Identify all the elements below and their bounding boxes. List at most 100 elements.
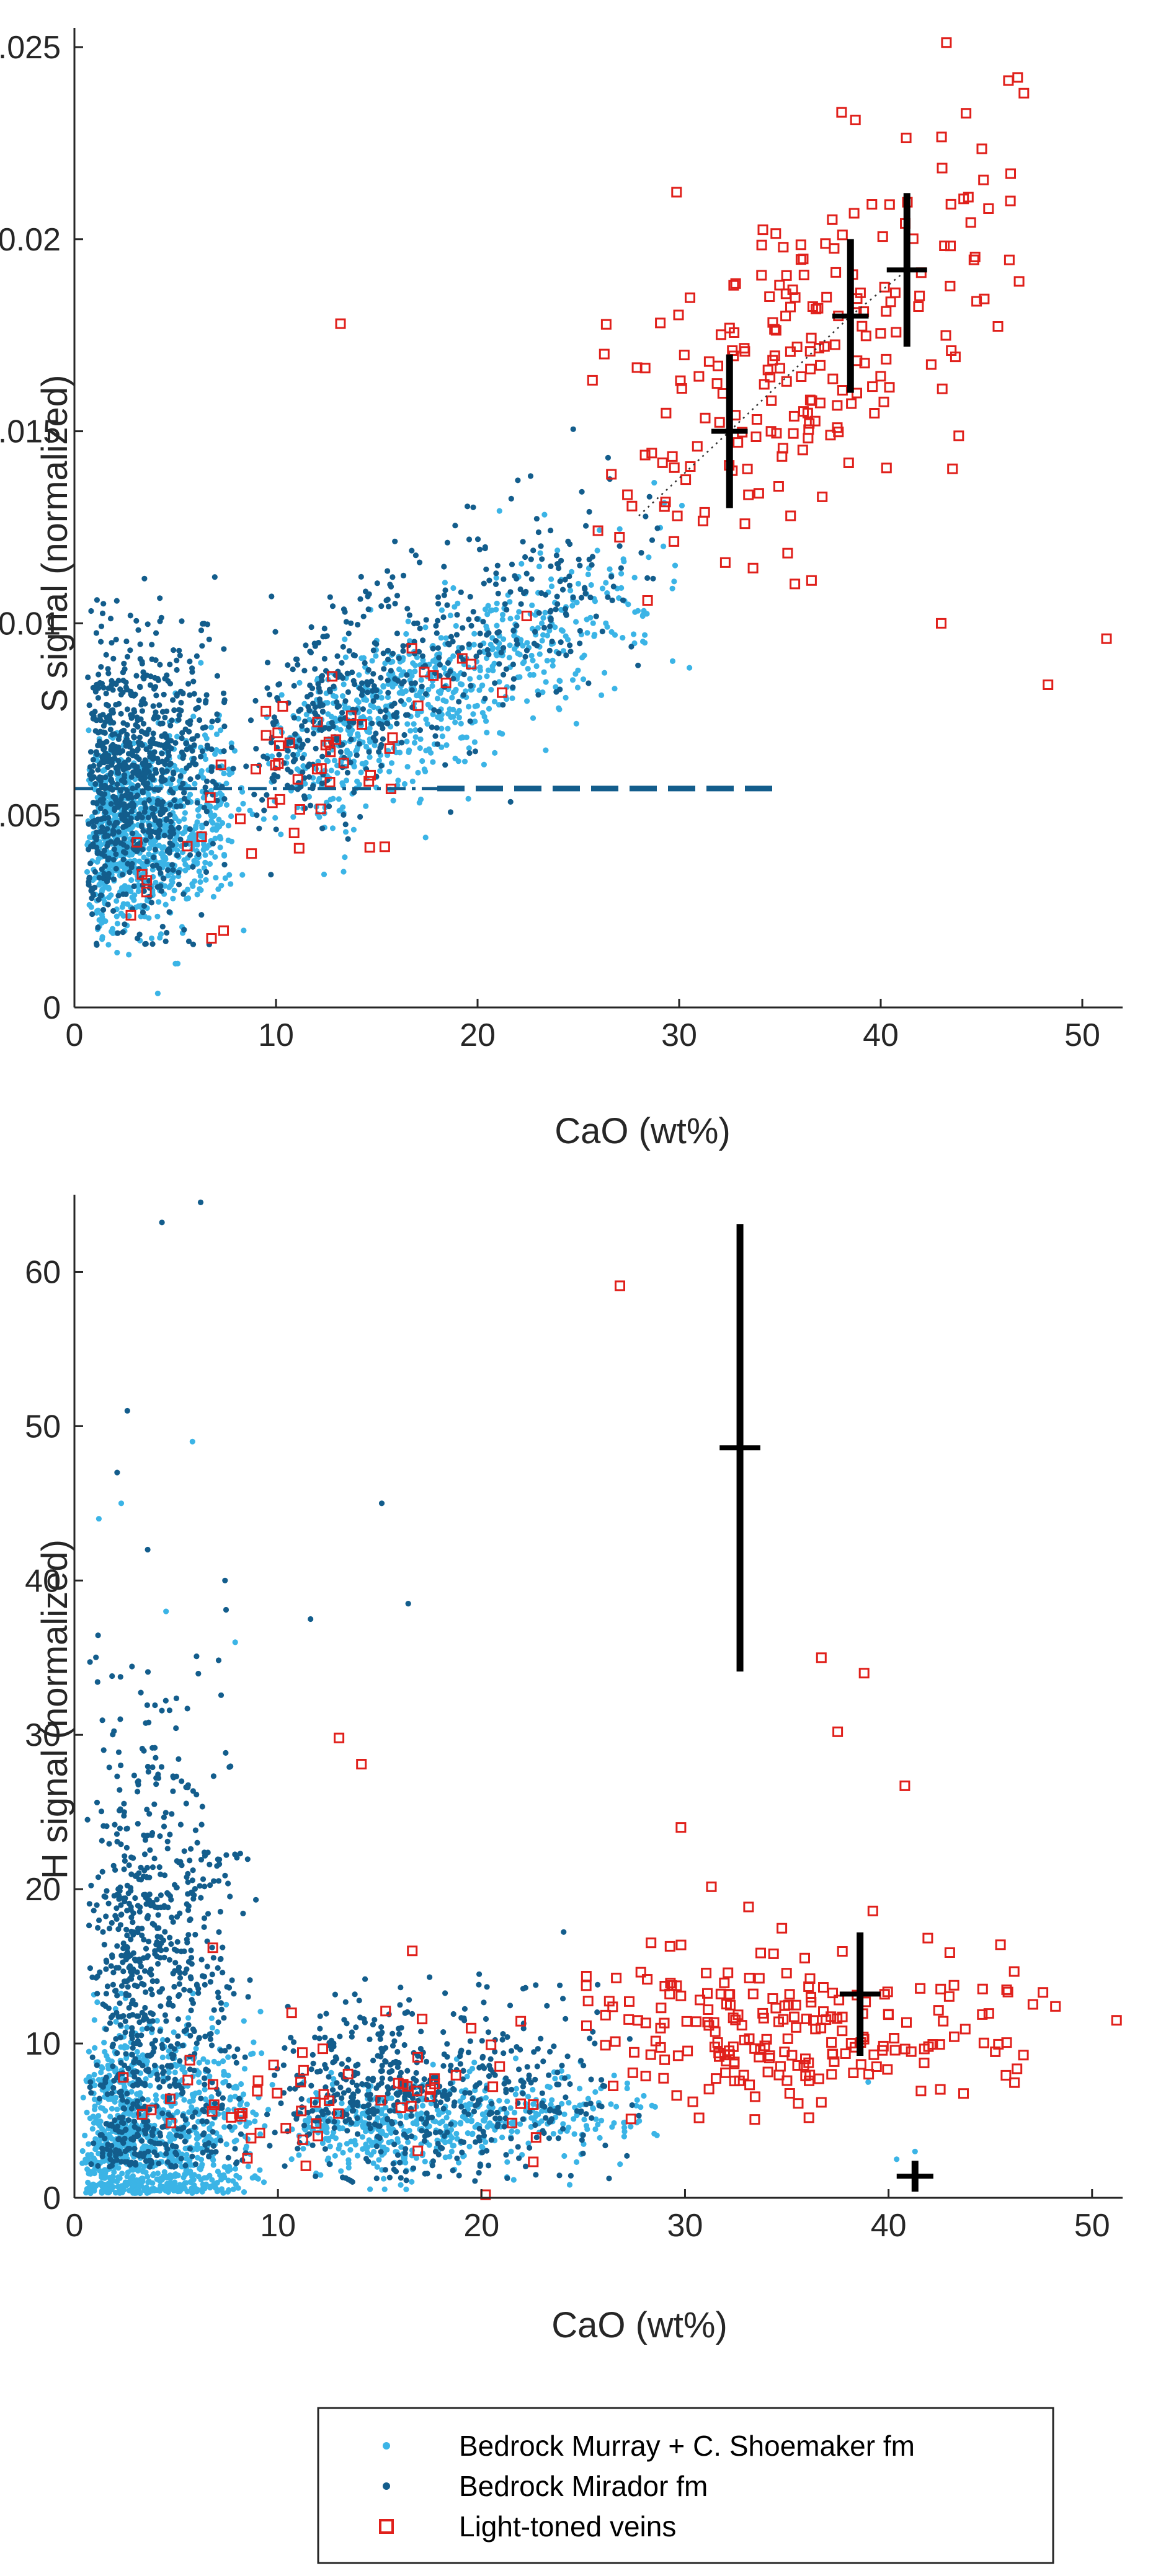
h-point-murray — [200, 2183, 207, 2189]
s-point-veins — [657, 457, 668, 468]
s-point-veins — [756, 270, 767, 281]
s-y-tick-label: 0.02 — [0, 222, 61, 258]
s-point-mirador — [466, 536, 473, 542]
s-point-mirador — [167, 812, 173, 818]
s-chart-points — [84, 37, 1112, 996]
s-point-murray — [424, 721, 430, 727]
h-point-mirador — [154, 1897, 160, 1903]
s-point-mirador — [197, 717, 203, 724]
s-point-veins — [848, 208, 860, 219]
h-point-murray — [167, 2131, 173, 2137]
s-point-murray — [438, 635, 444, 641]
h-point-murray — [207, 2073, 213, 2079]
s-point-mirador — [329, 720, 335, 726]
s-point-murray — [138, 806, 144, 812]
s-point-veins — [936, 617, 946, 629]
s-point-mirador — [118, 710, 124, 717]
h-point-murray — [118, 2044, 124, 2050]
s-point-veins — [685, 461, 696, 472]
h-point-murray — [430, 2061, 436, 2068]
h-point-murray — [145, 2174, 151, 2180]
s-point-murray — [409, 673, 415, 679]
s-point-murray — [141, 854, 147, 861]
s-point-mirador — [98, 623, 105, 629]
s-point-murray — [452, 688, 458, 694]
s-point-mirador — [458, 589, 464, 595]
s-point-murray — [218, 836, 224, 842]
s-point-veins — [692, 441, 703, 452]
s-point-murray — [161, 823, 167, 830]
s-point-veins — [913, 301, 924, 312]
s-point-mirador — [91, 763, 97, 769]
s-point-mirador — [125, 764, 131, 771]
s-point-murray — [489, 607, 495, 614]
s-point-murray — [135, 888, 141, 895]
s-point-mirador — [360, 613, 367, 619]
s-point-murray — [568, 587, 574, 594]
s-point-mirador — [578, 595, 585, 601]
h-point-murray — [449, 2135, 455, 2141]
h-point-mirador — [221, 2015, 227, 2021]
s-point-mirador — [365, 689, 371, 696]
s-point-murray — [592, 598, 599, 604]
h-point-mirador — [207, 1861, 213, 1867]
s-point-mirador — [109, 779, 115, 786]
h-point-mirador — [201, 2075, 208, 2081]
s-point-mirador — [290, 758, 296, 764]
s-point-mirador — [152, 817, 159, 823]
s-point-veins — [881, 353, 892, 365]
s-point-mirador — [264, 685, 270, 691]
s-point-veins — [743, 489, 754, 500]
s-point-mirador — [582, 585, 588, 591]
s-point-mirador — [339, 660, 345, 666]
s-point-mirador — [299, 723, 305, 729]
s-point-mirador — [169, 776, 176, 782]
s-x-tick-label: 30 — [661, 1017, 697, 1053]
s-point-mirador — [409, 687, 415, 693]
s-point-murray — [642, 632, 648, 638]
s-point-mirador — [481, 580, 487, 586]
s-point-mirador — [319, 753, 326, 759]
s-point-mirador — [133, 748, 140, 754]
h-point-murray — [185, 2015, 192, 2021]
s-point-mirador — [221, 699, 228, 706]
h-point-mirador — [87, 1965, 93, 1972]
s-point-mirador — [570, 426, 576, 432]
s-point-mirador — [86, 821, 92, 827]
h-point-murray — [466, 2143, 473, 2149]
s-point-murray — [385, 694, 391, 701]
s-point-murray — [488, 686, 494, 693]
h-point-murray — [363, 2141, 369, 2148]
s-point-murray — [410, 660, 416, 666]
s-point-mirador — [243, 763, 249, 769]
s-point-mirador — [385, 657, 391, 663]
s-point-murray — [154, 913, 161, 919]
s-point-mirador — [145, 815, 151, 821]
h-point-murray — [231, 2124, 238, 2130]
s-point-murray — [343, 777, 350, 784]
h-point-murray — [367, 2186, 373, 2192]
s-point-murray — [411, 740, 418, 746]
h-point-murray — [205, 2059, 211, 2065]
h-point-murray — [337, 2142, 343, 2148]
s-point-mirador — [266, 691, 273, 697]
s-point-mirador — [307, 802, 314, 808]
h-point-murray — [621, 2133, 628, 2140]
s-point-mirador — [538, 543, 544, 549]
s-point-veins — [1013, 276, 1025, 287]
s-point-mirador — [153, 630, 159, 636]
s-point-mirador — [152, 846, 158, 852]
s-point-mirador — [115, 829, 122, 835]
s-point-murray — [325, 758, 331, 764]
s-point-murray — [585, 571, 592, 578]
s-point-murray — [161, 844, 167, 850]
h-point-mirador — [94, 1799, 100, 1805]
s-point-mirador — [156, 827, 162, 833]
h-point-mirador — [133, 2069, 140, 2075]
s-point-mirador — [365, 606, 372, 613]
s-point-murray — [108, 892, 114, 898]
s-point-mirador — [378, 763, 385, 769]
h-point-mirador — [153, 1781, 159, 1787]
s-point-murray — [146, 851, 152, 857]
h-point-mirador — [198, 1895, 204, 1901]
